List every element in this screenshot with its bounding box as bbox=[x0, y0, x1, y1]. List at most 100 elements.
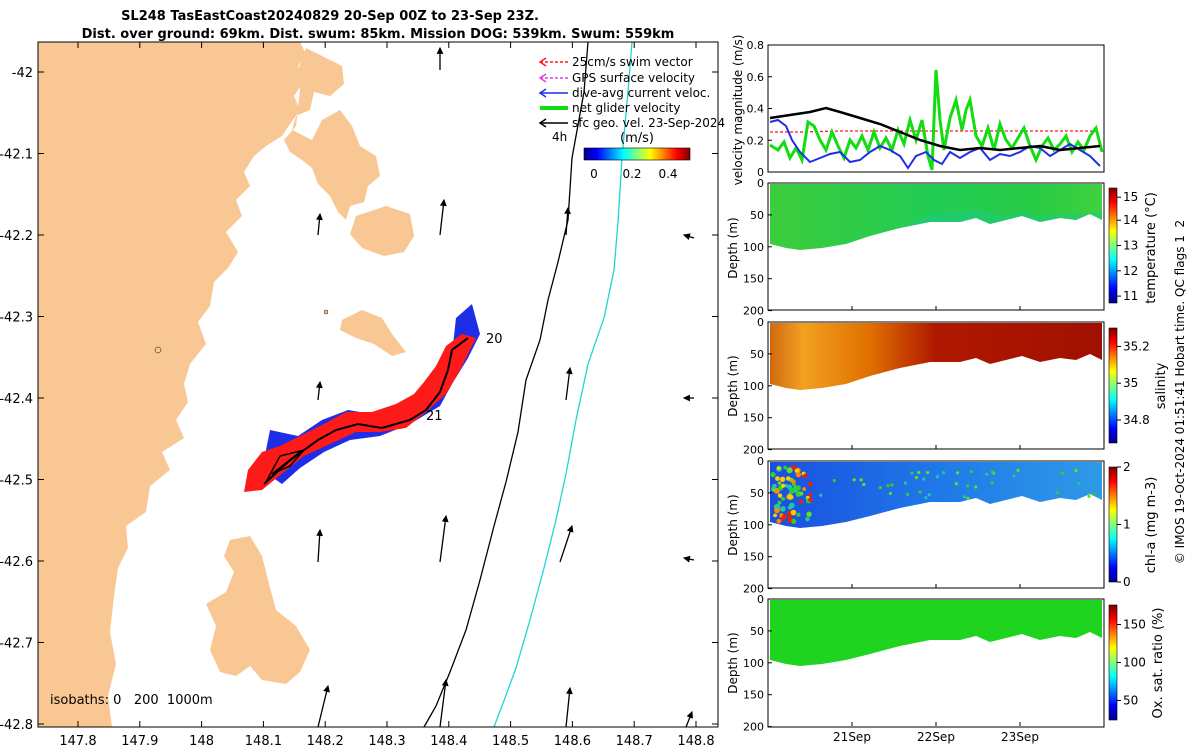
velocity-y-tick-label: 0.4 bbox=[747, 103, 765, 116]
colorbar bbox=[583, 147, 691, 161]
geo-velocity-arrowhead bbox=[682, 233, 691, 240]
velocity-y-tick-label: 0.2 bbox=[747, 134, 765, 147]
chla-point bbox=[775, 476, 780, 481]
chla-point bbox=[832, 478, 836, 483]
oxygen-section bbox=[770, 600, 1102, 666]
time-tick-label: 22Sep bbox=[917, 730, 955, 744]
chla-point bbox=[789, 502, 795, 509]
legend-arrow-gps bbox=[538, 73, 547, 83]
time-axis: 21Sep 22Sep 23Sep bbox=[833, 306, 1039, 744]
freycinet-peninsula bbox=[284, 48, 380, 220]
salinity-panel: Depth (m) salinity bbox=[726, 321, 1169, 450]
salinity-section bbox=[770, 323, 1102, 390]
chla-point bbox=[786, 467, 793, 474]
temperature-depth-label: Depth (m) bbox=[726, 217, 740, 278]
legend-label-gps: GPS surface velocity bbox=[572, 71, 695, 85]
chla-point bbox=[779, 476, 786, 482]
chla-point bbox=[935, 475, 940, 479]
geo-velocity-arrowhead bbox=[441, 514, 449, 523]
legend-label-swim: 25cm/s swim vector bbox=[572, 55, 693, 69]
chla-point bbox=[791, 479, 796, 484]
salinity-colorbar-tick-label: 35 bbox=[1123, 376, 1138, 390]
temperature-cool-layer bbox=[900, 210, 1102, 228]
chla-point bbox=[918, 490, 922, 494]
geo-velocity-arrow bbox=[559, 525, 573, 563]
colorbar-tick-2: 0.4 bbox=[658, 167, 677, 181]
temperature-colorbar-tick-label: 13 bbox=[1123, 239, 1138, 253]
geo-velocity-arrowhead bbox=[566, 524, 574, 533]
maria-island-south bbox=[206, 536, 310, 684]
oxygen-colorbar bbox=[1108, 604, 1118, 721]
chla-point bbox=[795, 485, 801, 491]
schouten-island bbox=[350, 206, 414, 256]
day-label-20: 20 bbox=[486, 332, 503, 347]
depth-tick-label: 0 bbox=[757, 177, 764, 190]
chla-point bbox=[890, 483, 894, 487]
land bbox=[38, 42, 414, 727]
chla-point bbox=[808, 497, 813, 503]
current-speed-line bbox=[769, 118, 1101, 170]
salinity-colorbar-tick-label: 34.8 bbox=[1123, 413, 1150, 427]
day-label-21: 21 bbox=[426, 409, 443, 424]
chla-point bbox=[796, 512, 801, 517]
chla-point bbox=[802, 473, 808, 479]
salinity-colorbar-label: salinity bbox=[1154, 362, 1169, 409]
chla-point bbox=[922, 477, 926, 481]
map-x-tick-label: 147.9 bbox=[121, 734, 158, 749]
chla-point bbox=[963, 495, 967, 499]
map-y-tick-label: -42.4 bbox=[0, 392, 33, 407]
chla-point bbox=[924, 496, 928, 500]
chla-point bbox=[862, 482, 866, 487]
depth-tick-label: 200 bbox=[743, 444, 764, 457]
oxygen-panel: Depth (m) Ox. sat. ratio (%) bbox=[726, 598, 1166, 728]
maria-island-north bbox=[340, 310, 406, 356]
legend-label-net: net glider velocity bbox=[572, 101, 680, 115]
chla-section bbox=[770, 462, 1102, 528]
legend-arrow-current bbox=[538, 88, 547, 98]
map-y-tick-label: -42.1 bbox=[0, 148, 33, 163]
geo-velocity-arrowhead bbox=[686, 710, 693, 719]
chla-point bbox=[886, 484, 890, 488]
velocity-ylabel: velocity magnitude (m/s) bbox=[731, 35, 745, 186]
map-y-tick-label: -42.7 bbox=[0, 637, 33, 652]
chla-point bbox=[785, 476, 791, 481]
chla-point bbox=[783, 465, 788, 470]
map-panel: 20 21 isobaths: 0 200 1000m 25cm/s swim … bbox=[0, 41, 725, 749]
geo-velocity-arrow bbox=[439, 515, 447, 563]
chla-point bbox=[808, 492, 813, 497]
velocity-y-tick-label: 0.8 bbox=[747, 39, 765, 52]
chla-point bbox=[781, 514, 787, 520]
depth-tick-label: 200 bbox=[743, 583, 764, 596]
chla-point bbox=[773, 513, 777, 518]
legend-arrow-swim bbox=[538, 57, 547, 67]
title-line-2: Dist. over ground: 69km. Dist. swum: 85k… bbox=[82, 27, 675, 42]
chla-colorbar-tick-label: 2 bbox=[1123, 460, 1131, 474]
legend-time-label: 4h bbox=[552, 130, 567, 144]
map-y-tick-label: -42.6 bbox=[0, 555, 33, 570]
temperature-colorbar-tick-label: 15 bbox=[1123, 190, 1138, 204]
map-x-tick-label: 148.5 bbox=[492, 734, 529, 749]
chla-point bbox=[852, 478, 856, 482]
chla-point bbox=[819, 493, 823, 497]
isobath-1000 bbox=[493, 41, 633, 728]
chla-colorbar-tick-label: 1 bbox=[1123, 518, 1131, 532]
chla-point bbox=[807, 481, 813, 487]
oxygen-colorbar-tick-label: 50 bbox=[1123, 693, 1138, 707]
chla-point bbox=[1055, 490, 1060, 495]
chla-high-values bbox=[770, 465, 1096, 524]
map-x-tick-label: 148.3 bbox=[368, 734, 405, 749]
colorbar-tick-0: 0 bbox=[590, 167, 598, 181]
velocity-y-tick-label: 0 bbox=[757, 166, 764, 179]
chla-point bbox=[799, 491, 804, 496]
geo-velocity-arrowhead bbox=[565, 366, 573, 375]
time-tick-label: 23Sep bbox=[1001, 730, 1039, 744]
map-x-tick-label: 148.8 bbox=[677, 734, 714, 749]
chla-point bbox=[990, 470, 994, 474]
chla-point bbox=[794, 468, 800, 474]
chla-panel: Depth (m) chl-a (mg m-3) bbox=[726, 460, 1159, 589]
chla-point bbox=[910, 471, 914, 475]
map-x-tick-label: 148.4 bbox=[430, 734, 467, 749]
geo-velocity-arrowhead bbox=[564, 206, 571, 215]
